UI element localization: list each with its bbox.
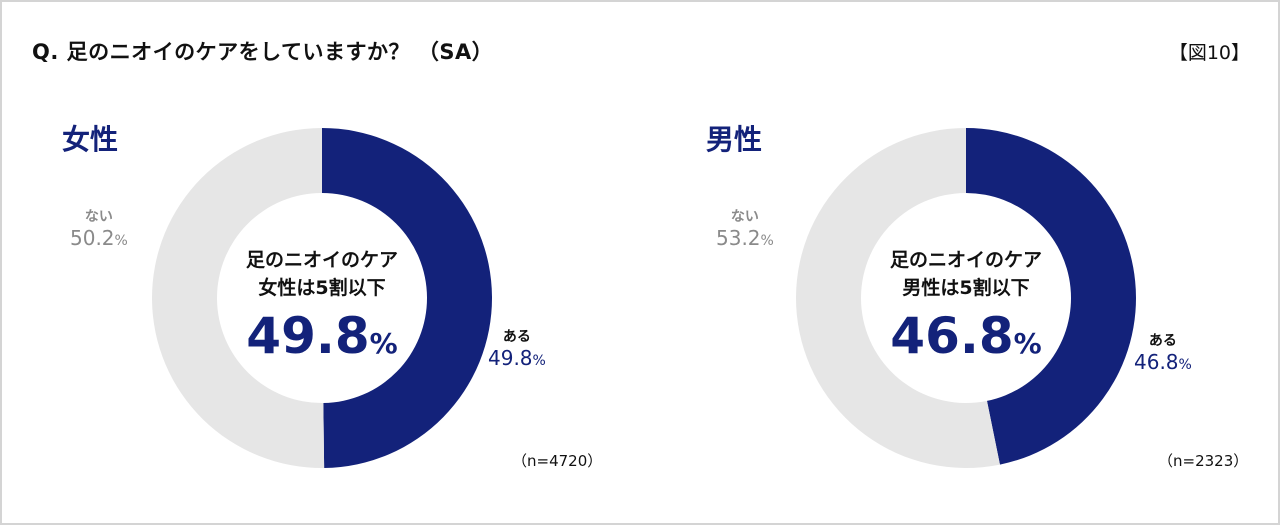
segment-name: ない: [84, 209, 113, 225]
segment-label-no-female: ない 50.2%: [70, 206, 128, 250]
segment-name: ない: [730, 209, 759, 225]
panel-title-male: 男性: [706, 123, 763, 156]
donut-male-segments: [795, 128, 1136, 468]
center-value: 49.8%: [246, 307, 398, 365]
donut-segment-no: [795, 128, 1000, 468]
center-value: 46.8%: [890, 307, 1042, 365]
question-title: Q. 足のニオイのケアをしていますか？ （SA）: [32, 40, 494, 64]
segment-value: 50.2%: [70, 226, 128, 250]
sample-size-female: （n=4720）: [512, 452, 603, 470]
center-line-1: 足のニオイのケア: [889, 249, 1042, 271]
center-line-2: 男性は5割以下: [902, 277, 1030, 299]
segment-label-yes-female: ある 49.8%: [488, 326, 546, 370]
segment-value: 49.8%: [488, 346, 546, 370]
segment-value: 46.8%: [1134, 350, 1192, 374]
segment-label-yes-male: ある 46.8%: [1134, 330, 1192, 374]
center-annotation-female: 足のニオイのケア 女性は5割以下 49.8%: [222, 246, 422, 374]
segment-name: ある: [502, 329, 531, 345]
donut-segment-yes: [322, 128, 493, 468]
donut-segment-yes: [966, 128, 1136, 465]
donut-segment-no: [152, 128, 325, 468]
segment-name: ある: [1148, 333, 1177, 349]
center-line-2: 女性は5割以下: [258, 277, 386, 299]
center-line-1: 足のニオイのケア: [245, 249, 398, 271]
segment-label-no-male: ない 53.2%: [716, 206, 774, 250]
segment-value: 53.2%: [716, 226, 774, 250]
center-annotation-male: 足のニオイのケア 男性は5割以下 46.8%: [866, 246, 1066, 374]
donut-female-segments: [152, 128, 493, 468]
panel-title-female: 女性: [62, 123, 119, 156]
figure-label: 【図10】: [1168, 42, 1250, 64]
sample-size-male: （n=2323）: [1158, 452, 1249, 470]
